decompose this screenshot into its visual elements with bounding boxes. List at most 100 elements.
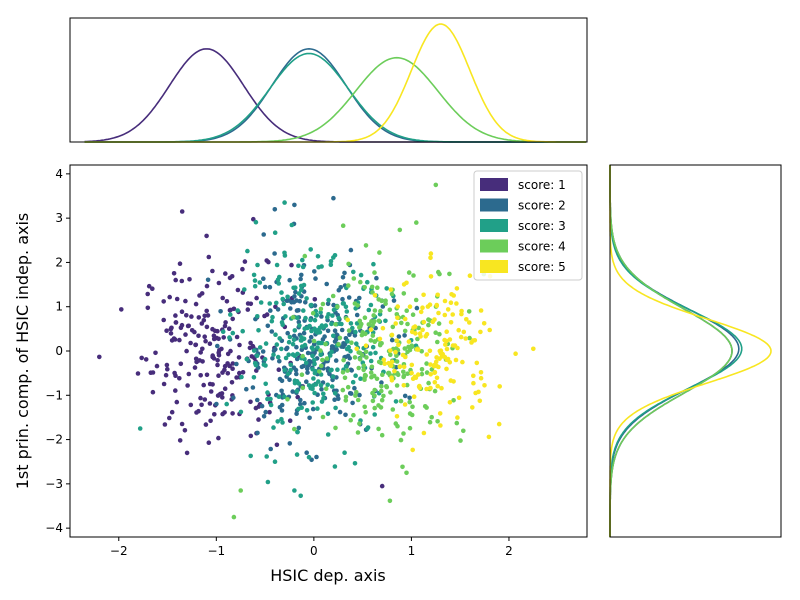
scatter-point xyxy=(179,209,185,214)
scatter-point xyxy=(169,338,175,343)
scatter-point xyxy=(346,328,352,333)
scatter-point xyxy=(379,380,384,385)
scatter-point xyxy=(354,389,359,395)
scatter-point xyxy=(318,383,324,388)
scatter-point xyxy=(188,340,193,346)
scatter-point xyxy=(421,430,427,436)
scatter-point xyxy=(352,385,357,391)
scatter-point xyxy=(466,309,472,314)
scatter-point xyxy=(320,357,325,363)
scatter-point xyxy=(460,359,465,365)
scatter-point xyxy=(290,314,296,320)
scatter-point xyxy=(251,272,257,278)
scatter-point xyxy=(294,388,300,394)
scatter-point xyxy=(348,321,354,326)
scatter-point xyxy=(339,321,344,327)
scatter-point xyxy=(161,317,166,323)
scatter-point xyxy=(336,342,341,347)
scatter-point xyxy=(216,435,221,441)
scatter-point xyxy=(384,384,389,389)
scatter-point xyxy=(230,316,235,322)
scatter-point xyxy=(389,337,395,343)
scatter-point xyxy=(179,309,185,315)
scatter-point xyxy=(354,341,359,347)
x-axis-label: HSIC dep. axis xyxy=(270,566,386,585)
scatter-point xyxy=(461,428,466,434)
scatter-point xyxy=(433,330,439,336)
scatter-point xyxy=(397,364,403,369)
scatter-point xyxy=(426,322,431,328)
scatter-point xyxy=(154,363,160,369)
scatter-point xyxy=(298,401,303,407)
scatter-point xyxy=(333,358,339,363)
scatter-point xyxy=(333,405,338,411)
scatter-point xyxy=(363,343,369,349)
scatter-point xyxy=(285,397,290,402)
scatter-point xyxy=(421,292,426,298)
scatter-point xyxy=(178,361,184,367)
scatter-point xyxy=(374,275,379,281)
scatter-point xyxy=(206,254,212,260)
scatter-point xyxy=(296,319,302,325)
scatter-point xyxy=(265,390,270,395)
legend-swatch xyxy=(480,178,508,191)
scatter-point xyxy=(341,301,347,306)
scatter-point xyxy=(230,366,235,372)
scatter-point xyxy=(412,374,418,380)
scatter-point xyxy=(436,310,441,316)
legend-swatch xyxy=(480,198,508,212)
scatter-point xyxy=(135,371,141,376)
scatter-point xyxy=(296,425,302,431)
scatter-point xyxy=(216,280,222,286)
scatter-point xyxy=(298,397,303,403)
scatter-point xyxy=(437,411,443,416)
scatter-point xyxy=(279,408,285,413)
scatter-point xyxy=(330,293,336,299)
scatter-point xyxy=(340,296,345,302)
scatter-point xyxy=(414,220,419,225)
scatter-point xyxy=(437,348,443,354)
scatter-point xyxy=(267,409,272,415)
scatter-point xyxy=(285,371,291,377)
scatter-point xyxy=(358,272,364,278)
scatter-point xyxy=(248,399,253,405)
scatter-point xyxy=(230,330,236,336)
scatter-point xyxy=(424,352,430,357)
series-3 xyxy=(137,200,419,499)
scatter-point xyxy=(345,339,350,344)
scatter-point xyxy=(432,380,438,385)
scatter-point xyxy=(222,386,228,392)
scatter-point xyxy=(287,377,292,383)
scatter-point xyxy=(251,348,257,353)
scatter-point xyxy=(435,292,441,298)
scatter-point xyxy=(249,354,255,359)
scatter-point xyxy=(429,367,435,372)
scatter-point xyxy=(399,320,404,326)
scatter-point xyxy=(220,411,225,417)
scatter-point xyxy=(388,390,393,395)
scatter-point xyxy=(345,368,350,373)
scatter-point xyxy=(319,314,324,319)
scatter-point xyxy=(299,283,304,289)
scatter-point xyxy=(383,301,388,307)
scatter-point xyxy=(361,367,367,373)
scatter-point xyxy=(384,286,390,291)
scatter-point xyxy=(436,364,441,370)
scatter-point xyxy=(234,361,239,367)
scatter-point xyxy=(362,404,368,410)
scatter-point xyxy=(262,284,268,290)
scatter-point xyxy=(286,298,292,303)
scatter-point xyxy=(355,397,361,403)
scatter-point xyxy=(299,372,305,378)
scatter-point xyxy=(208,418,213,424)
scatter-point xyxy=(168,326,174,332)
scatter-point xyxy=(389,375,394,381)
scatter-point xyxy=(296,263,301,269)
scatter-point xyxy=(400,352,406,358)
scatter-point xyxy=(173,313,178,318)
scatter-point xyxy=(410,312,416,318)
scatter-point xyxy=(150,389,156,395)
scatter-point xyxy=(404,308,410,314)
scatter-point xyxy=(276,281,282,286)
